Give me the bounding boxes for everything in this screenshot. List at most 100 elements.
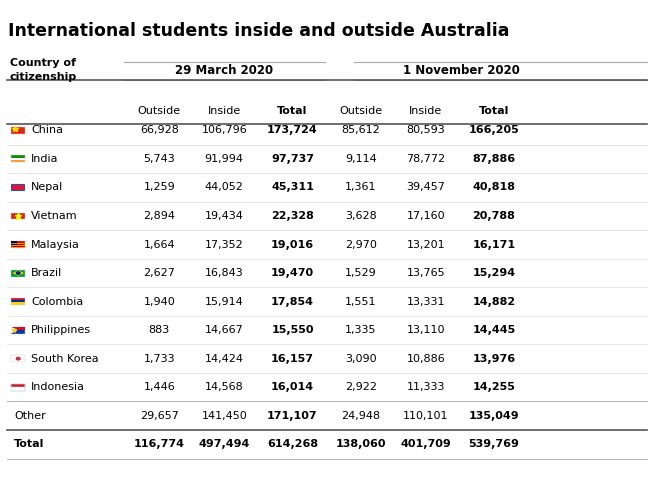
Text: 1,259: 1,259 (144, 183, 175, 192)
Text: South Korea: South Korea (31, 354, 99, 364)
FancyBboxPatch shape (11, 302, 25, 305)
FancyBboxPatch shape (11, 241, 18, 245)
Text: 13,110: 13,110 (406, 325, 445, 335)
Text: 29,657: 29,657 (140, 411, 179, 421)
Text: 166,205: 166,205 (469, 125, 519, 135)
Text: Inside: Inside (409, 106, 443, 116)
FancyBboxPatch shape (11, 327, 25, 334)
Text: 13,976: 13,976 (473, 354, 515, 364)
Text: Malaysia: Malaysia (31, 240, 80, 249)
Text: 13,765: 13,765 (406, 268, 445, 278)
Text: 3,628: 3,628 (345, 211, 376, 221)
Text: Vietnam: Vietnam (31, 211, 78, 221)
Polygon shape (12, 270, 24, 276)
Text: 17,854: 17,854 (271, 297, 314, 307)
FancyBboxPatch shape (11, 127, 25, 134)
Text: 1,733: 1,733 (144, 354, 175, 364)
Text: 14,255: 14,255 (473, 382, 515, 392)
Text: 19,470: 19,470 (271, 268, 314, 278)
Text: Nepal: Nepal (31, 183, 64, 192)
Text: 17,352: 17,352 (205, 240, 244, 249)
Text: International students inside and outside Australia: International students inside and outsid… (8, 22, 510, 40)
Text: 9,114: 9,114 (345, 154, 376, 164)
Text: 39,457: 39,457 (406, 183, 445, 192)
Text: Outside: Outside (138, 106, 181, 116)
Text: 1,446: 1,446 (144, 382, 175, 392)
Text: 14,445: 14,445 (473, 325, 515, 335)
Text: 19,434: 19,434 (205, 211, 244, 221)
FancyBboxPatch shape (11, 160, 25, 162)
Text: 1,664: 1,664 (144, 240, 175, 249)
Text: 883: 883 (149, 325, 170, 335)
Text: 14,667: 14,667 (205, 325, 244, 335)
Text: 138,060: 138,060 (335, 439, 386, 449)
Polygon shape (11, 327, 18, 334)
Text: 24,948: 24,948 (341, 411, 380, 421)
FancyBboxPatch shape (11, 300, 25, 302)
Text: 16,171: 16,171 (473, 240, 515, 249)
Text: 2,970: 2,970 (344, 240, 377, 249)
Text: 87,886: 87,886 (473, 154, 515, 164)
Text: 44,052: 44,052 (205, 183, 244, 192)
FancyBboxPatch shape (12, 184, 24, 190)
Text: Country of
citizenship: Country of citizenship (10, 59, 77, 82)
Text: 10,886: 10,886 (406, 354, 445, 364)
Text: 17,160: 17,160 (406, 211, 445, 221)
Text: 173,724: 173,724 (267, 125, 318, 135)
Text: Brazil: Brazil (31, 268, 62, 278)
Text: 1,940: 1,940 (144, 297, 175, 307)
Text: 16,843: 16,843 (205, 268, 244, 278)
Text: 19,016: 19,016 (271, 240, 314, 249)
Text: Indonesia: Indonesia (31, 382, 85, 392)
Text: 135,049: 135,049 (469, 411, 519, 421)
Circle shape (16, 271, 21, 275)
Text: Philippines: Philippines (31, 325, 91, 335)
FancyBboxPatch shape (11, 384, 25, 387)
Text: China: China (31, 125, 63, 135)
Text: 29 March 2020: 29 March 2020 (176, 64, 273, 77)
Text: 13,201: 13,201 (406, 240, 445, 249)
Text: 2,627: 2,627 (143, 268, 176, 278)
Text: 2,922: 2,922 (344, 382, 377, 392)
Text: 2,894: 2,894 (143, 211, 176, 221)
FancyBboxPatch shape (11, 241, 25, 248)
Text: 85,612: 85,612 (341, 125, 380, 135)
FancyBboxPatch shape (11, 327, 25, 330)
FancyBboxPatch shape (11, 355, 25, 362)
FancyBboxPatch shape (11, 213, 25, 219)
Text: 15,914: 15,914 (205, 297, 244, 307)
Text: 14,882: 14,882 (473, 297, 515, 307)
Text: 3,090: 3,090 (345, 354, 376, 364)
FancyBboxPatch shape (11, 387, 25, 391)
Text: 1,529: 1,529 (345, 268, 376, 278)
Text: Outside: Outside (339, 106, 382, 116)
Text: Total: Total (479, 106, 509, 116)
Text: 11,333: 11,333 (406, 382, 445, 392)
FancyBboxPatch shape (11, 155, 25, 158)
FancyBboxPatch shape (11, 270, 25, 277)
Text: 14,424: 14,424 (205, 354, 244, 364)
Text: Colombia: Colombia (31, 297, 83, 307)
Text: 45,311: 45,311 (271, 183, 314, 192)
Text: 97,737: 97,737 (271, 154, 314, 164)
Text: 14,568: 14,568 (205, 382, 244, 392)
Text: Total: Total (14, 439, 45, 449)
Text: 1,551: 1,551 (345, 297, 376, 307)
Text: 1 November 2020: 1 November 2020 (403, 64, 520, 77)
Text: 116,774: 116,774 (134, 439, 185, 449)
Text: 66,928: 66,928 (140, 125, 179, 135)
Text: 80,593: 80,593 (406, 125, 445, 135)
Circle shape (16, 357, 21, 361)
Text: 16,014: 16,014 (271, 382, 314, 392)
Text: 13,331: 13,331 (406, 297, 445, 307)
Text: Total: Total (278, 106, 307, 116)
Text: 141,450: 141,450 (202, 411, 247, 421)
Text: 497,494: 497,494 (198, 439, 250, 449)
Text: 20,788: 20,788 (473, 211, 515, 221)
Text: 1,361: 1,361 (345, 183, 376, 192)
Text: 40,818: 40,818 (473, 183, 515, 192)
Text: 539,769: 539,769 (469, 439, 519, 449)
Text: 614,268: 614,268 (267, 439, 318, 449)
FancyBboxPatch shape (11, 298, 25, 300)
Text: Inside: Inside (207, 106, 241, 116)
